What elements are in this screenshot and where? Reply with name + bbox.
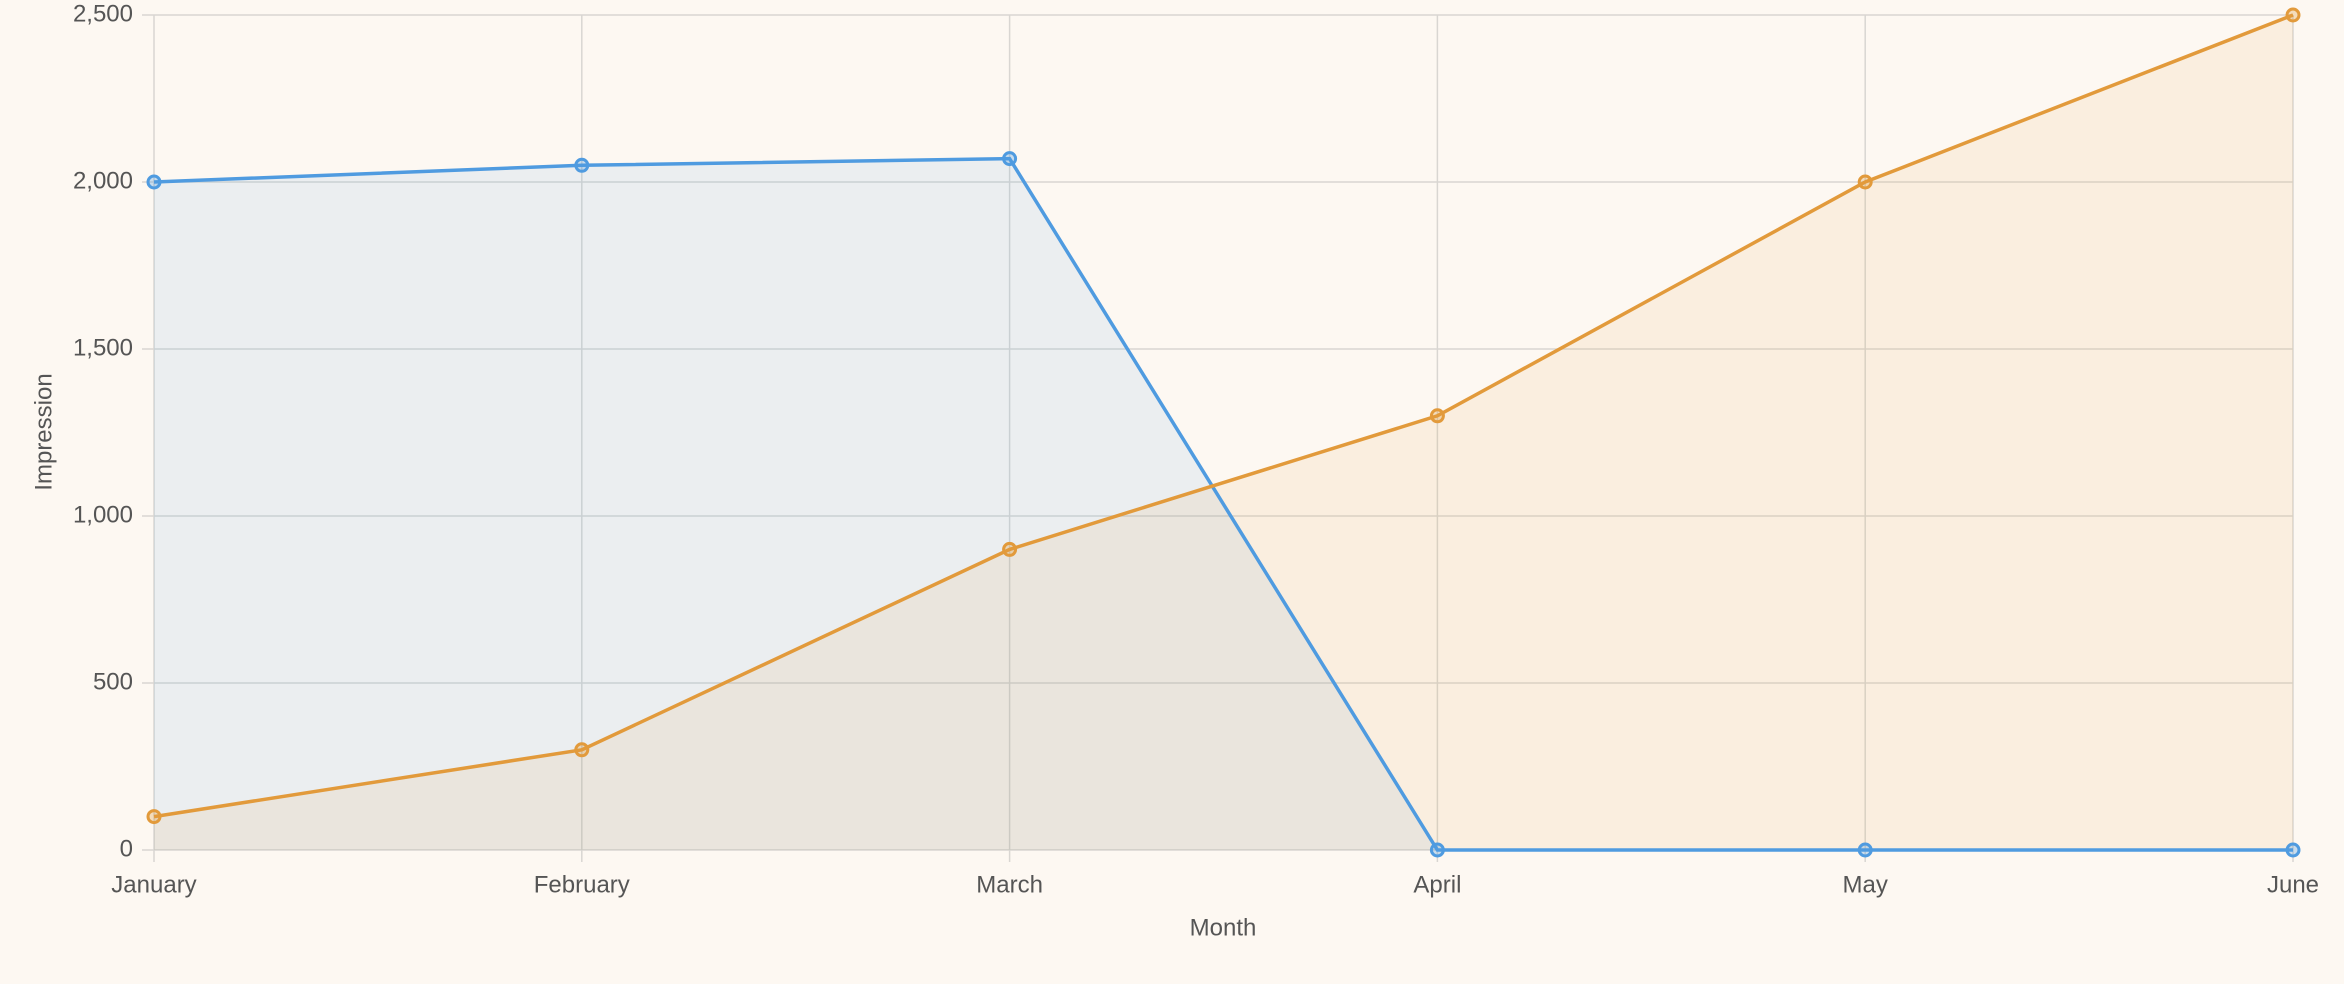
y-tick-label: 2,000 bbox=[73, 167, 133, 194]
x-tick-label: March bbox=[976, 871, 1043, 898]
point bbox=[1002, 151, 1018, 167]
line bbox=[153, 13, 2294, 819]
point bbox=[1429, 408, 1445, 424]
point bbox=[2285, 842, 2301, 858]
x-tick-label: June bbox=[2267, 871, 2319, 898]
y-tick-label: 500 bbox=[93, 668, 133, 695]
area bbox=[154, 15, 2293, 850]
point bbox=[146, 174, 162, 190]
x-tick-label: May bbox=[1843, 871, 1888, 898]
line bbox=[153, 156, 2293, 852]
y-tick-label: 2,500 bbox=[73, 0, 133, 27]
y-tick-label: 1,500 bbox=[73, 334, 133, 361]
point bbox=[146, 809, 162, 825]
y-tick-label: 1,000 bbox=[73, 501, 133, 528]
point bbox=[1857, 842, 1873, 858]
point bbox=[2285, 7, 2301, 23]
point bbox=[574, 157, 590, 173]
y-axis-title: Impression bbox=[30, 373, 57, 490]
point bbox=[574, 742, 590, 758]
y-tick-label: 0 bbox=[120, 835, 133, 862]
point bbox=[1429, 842, 1445, 858]
x-tick-label: April bbox=[1413, 871, 1461, 898]
x-tick-label: February bbox=[534, 871, 630, 898]
point bbox=[1002, 541, 1018, 557]
point bbox=[1857, 174, 1873, 190]
x-tick-label: January bbox=[111, 871, 196, 898]
x-axis-title: Month bbox=[1190, 914, 1257, 941]
